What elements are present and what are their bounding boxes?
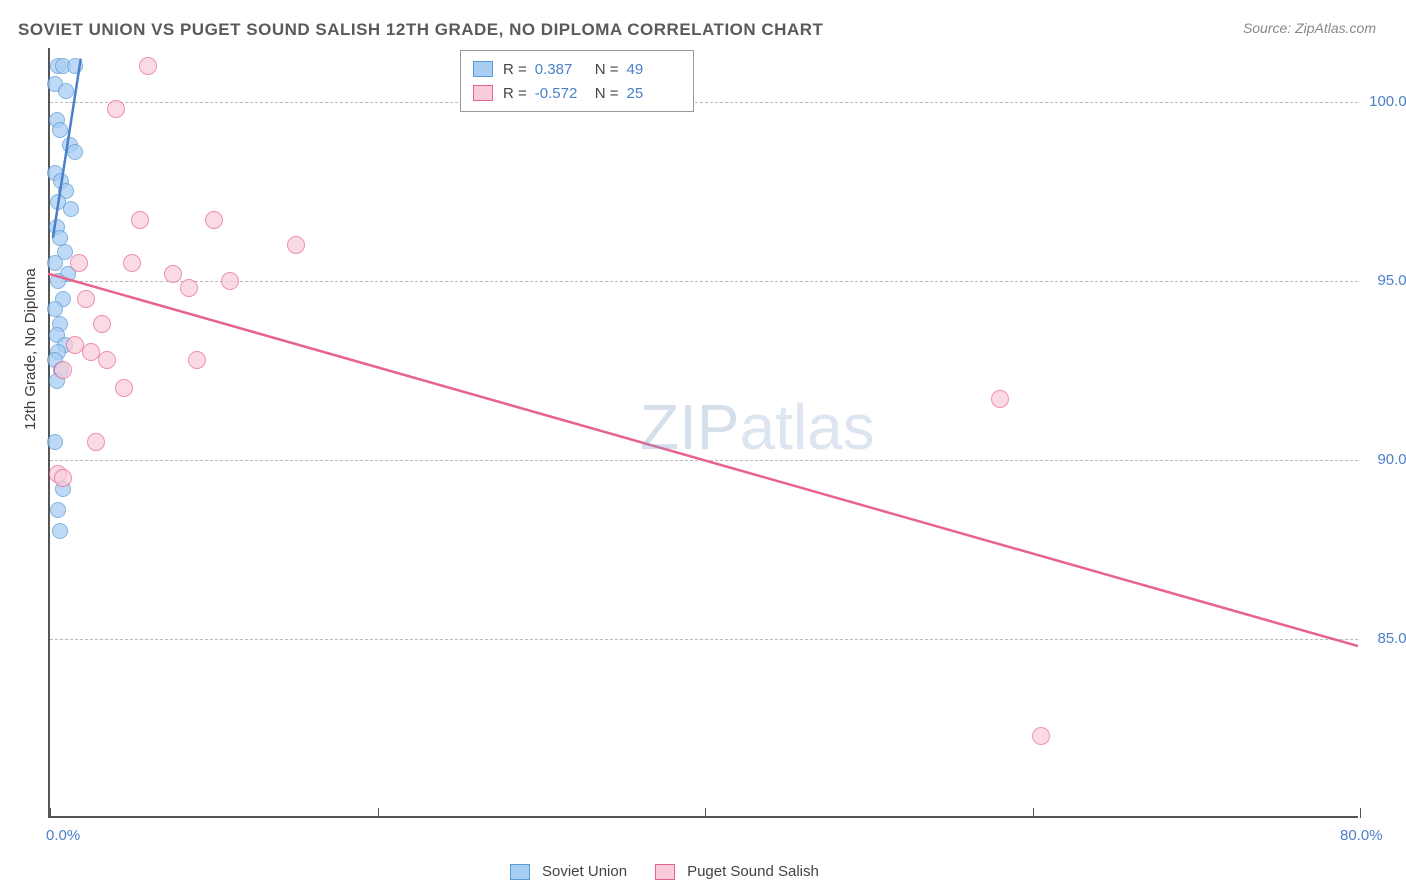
data-point [164,265,182,283]
y-tick-label: 85.0% [1377,630,1406,647]
data-point [54,361,72,379]
data-point [98,351,116,369]
grid-line [50,102,1358,103]
source-attribution: Source: ZipAtlas.com [1243,20,1376,36]
legend-swatch [473,85,493,101]
data-point [70,254,88,272]
grid-line [50,460,1358,461]
y-axis-title: 12th Grade, No Diploma [22,268,39,430]
y-tick-label: 100.0% [1369,93,1406,110]
data-point [123,254,141,272]
legend-item: Soviet Union [510,863,627,880]
legend-swatch [510,864,530,880]
plot-area: 85.0%90.0%95.0%100.0%0.0%80.0% [48,48,1358,818]
data-point [107,100,125,118]
x-tick-label: 0.0% [46,827,80,844]
n-label: N = [595,61,619,78]
data-point [180,279,198,297]
data-point [52,523,68,539]
grid-line [50,281,1358,282]
data-point [66,336,84,354]
data-point [82,343,100,361]
data-point [54,469,72,487]
data-point [77,290,95,308]
x-tick [705,808,706,818]
x-tick [378,808,379,818]
x-tick [50,808,51,818]
legend-label: Puget Sound Salish [687,863,819,880]
data-point [87,433,105,451]
grid-line [50,639,1358,640]
data-point [67,58,83,74]
legend-row: R = 0.387 N = 49 [473,57,681,81]
correlation-legend: R = 0.387 N = 49 R = -0.572 N = 25 [460,50,694,112]
data-point [991,390,1009,408]
x-tick [1360,808,1361,818]
data-point [47,434,63,450]
data-point [205,211,223,229]
y-tick-label: 95.0% [1377,272,1406,289]
legend-swatch [473,61,493,77]
x-tick [1033,808,1034,818]
data-point [67,144,83,160]
data-point [131,211,149,229]
n-value: 49 [627,61,681,78]
x-tick-label: 80.0% [1340,827,1383,844]
data-point [93,315,111,333]
data-point [287,236,305,254]
data-point [52,122,68,138]
data-point [58,83,74,99]
data-point [50,502,66,518]
r-label: R = [503,61,527,78]
data-point [50,273,66,289]
n-value: 25 [627,85,681,102]
data-point [1032,727,1050,745]
data-point [188,351,206,369]
r-label: R = [503,85,527,102]
data-point [139,57,157,75]
legend-label: Soviet Union [542,863,627,880]
n-label: N = [595,85,619,102]
legend-row: R = -0.572 N = 25 [473,81,681,105]
legend-item: Puget Sound Salish [655,863,819,880]
data-point [221,272,239,290]
data-point [63,201,79,217]
r-value: 0.387 [535,61,589,78]
y-tick-label: 90.0% [1377,451,1406,468]
series-legend: Soviet Union Puget Sound Salish [510,863,819,880]
data-point [115,379,133,397]
r-value: -0.572 [535,85,589,102]
legend-swatch [655,864,675,880]
chart-title: SOVIET UNION VS PUGET SOUND SALISH 12TH … [18,20,823,40]
